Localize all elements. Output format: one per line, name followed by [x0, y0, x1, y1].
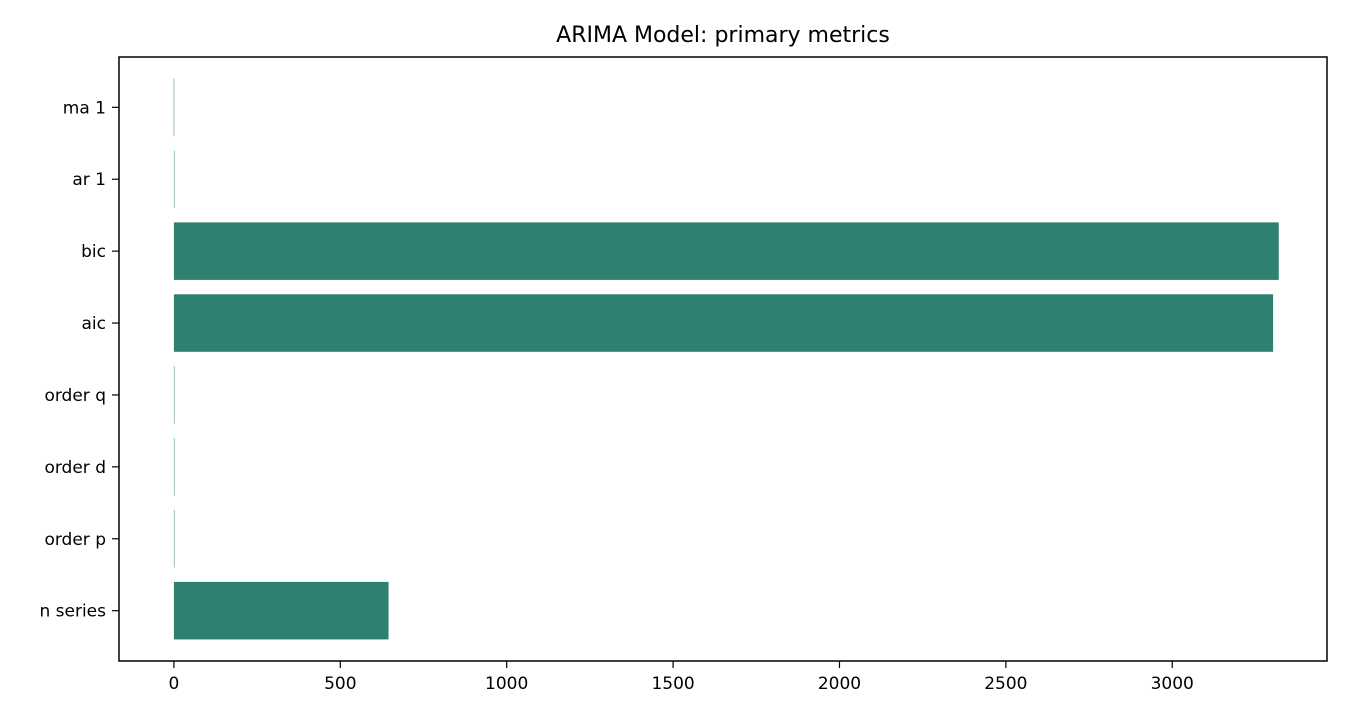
bar-bic: [173, 222, 1279, 280]
y-tick-label: order d: [44, 458, 106, 478]
y-tick-label: order q: [44, 386, 106, 406]
y-tick-label: order p: [44, 530, 106, 550]
y-tick-label: bic: [81, 242, 106, 262]
y-tick-label: ma 1: [63, 98, 106, 118]
bars-layer: [173, 78, 1279, 640]
x-tick-label: 2500: [984, 674, 1027, 694]
bar-order-q: [173, 366, 175, 424]
plot-frame: [118, 56, 1328, 662]
y-tick-label: ar 1: [72, 170, 106, 190]
y-tick-label: aic: [82, 314, 107, 334]
x-tick-label: 1500: [651, 674, 694, 694]
x-tick-label: 500: [324, 674, 356, 694]
x-tick-label: 1000: [485, 674, 528, 694]
bar-ar-1: [173, 150, 175, 208]
bar-aic: [173, 294, 1274, 352]
x-tick-label: 2000: [818, 674, 861, 694]
x-tick-label: 3000: [1151, 674, 1194, 694]
x-tick-label: 0: [168, 674, 179, 694]
bar-order-p: [173, 510, 175, 568]
bar-ma-1: [173, 78, 175, 137]
bar-n-series: [173, 581, 389, 640]
chart-title: ARIMA Model: primary metrics: [556, 23, 890, 48]
y-axis: n series order p order d order q aic bic ar 1 m…: [39, 98, 119, 622]
y-tick-label: n series: [39, 602, 106, 622]
x-axis: 0 500 1000 1500 2000 2500 3000: [168, 661, 1194, 694]
bar-order-d: [173, 438, 175, 496]
